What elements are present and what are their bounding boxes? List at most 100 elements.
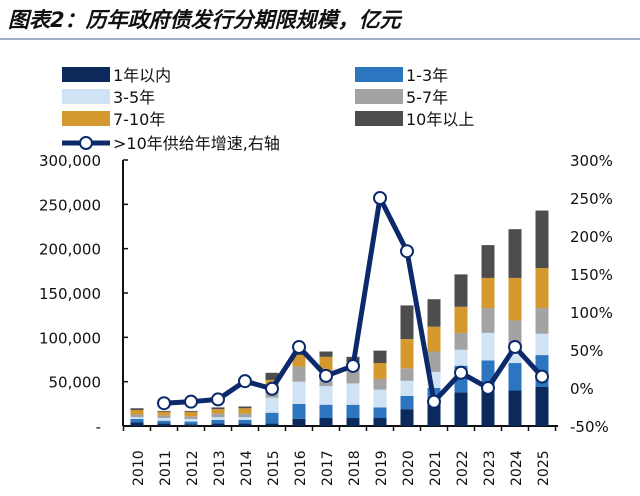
bar-5-7年-2020 xyxy=(400,368,414,381)
bar-10年以上-2019 xyxy=(373,350,387,364)
bar-7-10年-2021 xyxy=(427,326,441,352)
bar-3-5年-2020 xyxy=(400,380,414,396)
x-tick-label: 2012 xyxy=(185,450,201,486)
growth-point-2023 xyxy=(481,381,495,395)
bar-1-3年-2019 xyxy=(373,407,387,419)
y-tick-label: 50,000 xyxy=(49,374,102,392)
growth-point-2024 xyxy=(508,339,522,354)
growth-point-2018 xyxy=(346,358,360,373)
bar-3-5年-2019 xyxy=(373,389,387,408)
bar-7-10年-2011 xyxy=(157,411,171,416)
y-tick-label: 250,000 xyxy=(39,196,101,214)
growth-point-2025 xyxy=(535,369,549,384)
bar-1-3年-2020 xyxy=(400,395,414,410)
growth-point-2017 xyxy=(319,368,333,383)
x-tick-label: 2017 xyxy=(320,450,336,486)
bar-5-7年-2025 xyxy=(535,308,549,334)
legend-swatch xyxy=(355,67,403,82)
bar-5-7年-2022 xyxy=(454,332,468,350)
x-tick-label: 2021 xyxy=(428,450,444,486)
bar-1年以内-2010 xyxy=(130,422,144,426)
chart-title: 图表2：历年政府债发行分期限规模，亿元 xyxy=(8,8,401,32)
bar-7-10年-2019 xyxy=(373,363,387,380)
title-divider xyxy=(0,38,640,40)
bar-1年以内-2017 xyxy=(319,418,333,426)
legend-label: 5-7年 xyxy=(406,88,448,107)
y-tick-label: - xyxy=(96,418,101,436)
legend-line-marker xyxy=(79,136,93,150)
legend-swatch xyxy=(355,89,403,104)
y2-tick-label: 0% xyxy=(570,380,594,398)
growth-point-2015 xyxy=(265,381,279,396)
bar-5-7年-2014 xyxy=(238,413,252,418)
x-tick-label: 2018 xyxy=(347,450,363,486)
bar-1-3年-2016 xyxy=(292,403,306,419)
bar-5-7年-2016 xyxy=(292,366,306,382)
bar-1年以内-2016 xyxy=(292,418,306,426)
legend-swatch xyxy=(62,89,110,104)
bar-7-10年-2014 xyxy=(238,408,252,414)
x-tick-label: 2022 xyxy=(455,450,471,486)
bar-1年以内-2012 xyxy=(184,424,198,426)
y2-tick-label: 100% xyxy=(570,304,613,322)
bar-10年以上-2014 xyxy=(238,406,252,409)
x-tick-label: 2011 xyxy=(158,450,174,486)
bar-1年以内-2019 xyxy=(373,418,387,426)
x-tick-label: 2014 xyxy=(239,450,255,486)
bar-1-3年-2018 xyxy=(346,404,360,419)
bar-1-3年-2015 xyxy=(265,412,279,424)
x-tick-label: 2010 xyxy=(131,450,147,486)
bar-10年以上-2021 xyxy=(427,299,441,327)
bar-1年以内-2015 xyxy=(265,423,279,426)
bar-1-3年-2017 xyxy=(319,404,333,419)
bar-3-5年-2011 xyxy=(157,418,171,421)
bar-3-5年-2013 xyxy=(211,417,225,420)
growth-point-2013 xyxy=(211,392,225,407)
growth-point-2019 xyxy=(373,191,387,205)
y2-tick-label: 50% xyxy=(570,342,603,360)
bar-5-7年-2010 xyxy=(130,414,144,418)
legend-label: 10年以上 xyxy=(406,110,474,129)
bar-5-7年-2019 xyxy=(373,379,387,390)
bar-10年以上-2020 xyxy=(400,305,414,340)
y-tick-label: 200,000 xyxy=(39,241,101,259)
x-tick-label: 2024 xyxy=(509,450,525,486)
bar-10年以上-2024 xyxy=(508,229,522,278)
bar-3-5年-2014 xyxy=(238,417,252,420)
growth-point-2012 xyxy=(184,394,198,409)
legend-label: >10年供给年增速,右轴 xyxy=(113,134,280,153)
bar-7-10年-2025 xyxy=(535,268,549,309)
growth-point-2016 xyxy=(292,339,306,354)
bar-3-5年-2024 xyxy=(508,353,522,364)
bar-7-10年-2010 xyxy=(130,410,144,415)
bar-1-3年-2013 xyxy=(211,419,225,424)
growth-point-2020 xyxy=(400,244,414,259)
bar-5-7年-2011 xyxy=(157,415,171,419)
bar-5-7年-2012 xyxy=(184,416,198,419)
y2-tick-label: 150% xyxy=(570,266,613,284)
y2-tick-label: 200% xyxy=(570,228,613,246)
legend-label: 1-3年 xyxy=(406,66,448,85)
legend-swatch xyxy=(62,67,110,82)
bar-7-10年-2020 xyxy=(400,339,414,369)
x-tick-label: 2016 xyxy=(293,450,309,486)
bar-1年以内-2013 xyxy=(211,423,225,426)
bar-3-5年-2016 xyxy=(292,381,306,404)
x-tick-label: 2020 xyxy=(401,450,417,486)
bar-10年以上-2025 xyxy=(535,210,549,269)
bar-3-5年-2018 xyxy=(346,383,360,405)
growth-point-2014 xyxy=(238,374,252,389)
bar-5-7年-2021 xyxy=(427,351,441,372)
legend-label: 7-10年 xyxy=(113,110,165,129)
bar-1年以内-2014 xyxy=(238,423,252,426)
bar-10年以上-2023 xyxy=(481,245,495,278)
y2-tick-label: -50% xyxy=(570,418,609,436)
bar-7-10年-2024 xyxy=(508,277,522,321)
y-tick-label: 300,000 xyxy=(39,152,101,170)
legend-label: 3-5年 xyxy=(113,88,155,107)
bar-7-10年-2012 xyxy=(184,411,198,417)
bar-3-5年-2025 xyxy=(535,333,549,356)
bar-1年以内-2020 xyxy=(400,409,414,426)
